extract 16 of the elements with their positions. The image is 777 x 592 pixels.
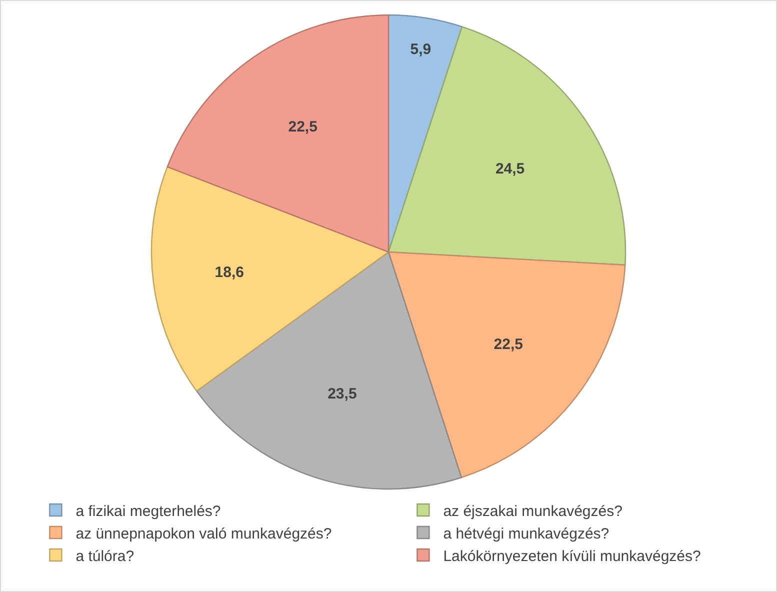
data-label: 18,6 [214, 264, 244, 282]
pie-slice [196, 251, 462, 490]
legend-label: az ünnepnapokon való munkavégzés? [76, 525, 332, 542]
data-label: 24,5 [495, 160, 525, 178]
legend-label: Lakókörnyezeten kívüli munkavégzés? [443, 548, 701, 565]
legend-label: a túlóra? [76, 548, 134, 565]
pie-slice [166, 14, 390, 253]
data-label: 5,9 [410, 41, 432, 58]
data-label: 22,5 [288, 118, 318, 136]
legend-label: az éjszakai munkavégzés? [443, 502, 622, 520]
data-label: 22,5 [494, 336, 523, 353]
pie-slice [388, 26, 626, 266]
data-label: 23,5 [328, 385, 357, 402]
pie-slice [388, 251, 626, 478]
legend-label: a hétvégi munkavégzés? [443, 525, 610, 542]
legend-label: a fizikai megterhelés? [76, 502, 221, 520]
